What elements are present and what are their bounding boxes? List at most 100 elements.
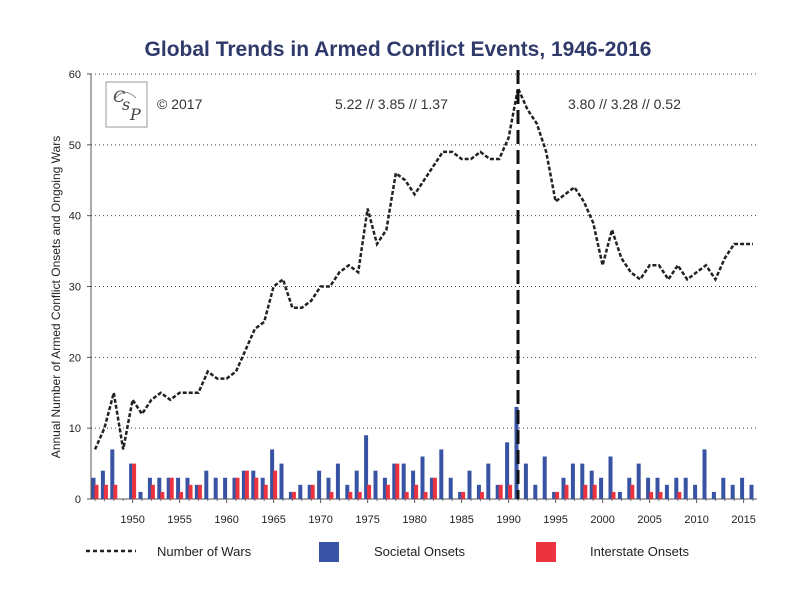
societal-onset-bar bbox=[749, 484, 754, 499]
interstate-onset-bar bbox=[179, 491, 184, 499]
societal-onset-bar bbox=[382, 477, 387, 499]
x-tick-label: 1980 bbox=[402, 514, 426, 526]
societal-onset-bar bbox=[354, 470, 359, 499]
societal-onset-bar bbox=[91, 477, 96, 499]
societal-onset-bar bbox=[260, 477, 265, 499]
interstate-onset-bar bbox=[132, 463, 137, 499]
societal-onset-bar bbox=[157, 477, 162, 499]
societal-onset-bar bbox=[448, 477, 453, 499]
x-tick-label: 1960 bbox=[214, 514, 238, 526]
societal-onset-bar bbox=[147, 477, 152, 499]
societal-onset-bar bbox=[439, 449, 444, 499]
interstate-onset-bar bbox=[423, 491, 428, 499]
societal-onset-bar bbox=[288, 491, 293, 499]
societal-onset-bar bbox=[429, 477, 434, 499]
legend-societal-label: Societal Onsets bbox=[374, 544, 466, 559]
interstate-onset-bar bbox=[113, 484, 118, 499]
interstate-onset-bar bbox=[263, 484, 268, 499]
interstate-onset-bar bbox=[630, 484, 635, 499]
pre-1991-stats: 5.22 // 3.85 // 1.37 bbox=[335, 96, 448, 112]
legend-wars-label: Number of Wars bbox=[157, 544, 252, 559]
interstate-onset-bar bbox=[385, 484, 390, 499]
y-tick-label: 50 bbox=[69, 140, 81, 152]
copyright-text: © 2017 bbox=[157, 96, 203, 112]
societal-onset-bar bbox=[617, 491, 622, 499]
societal-onset-bar bbox=[711, 491, 716, 499]
interstate-onset-bar bbox=[310, 484, 315, 499]
y-tick-label: 60 bbox=[69, 69, 81, 81]
legend-interstate-label: Interstate Onsets bbox=[590, 544, 689, 559]
societal-onset-bar bbox=[392, 463, 397, 499]
x-tick-label: 1950 bbox=[120, 514, 144, 526]
interstate-onset-bar bbox=[367, 484, 372, 499]
societal-onset-bar bbox=[599, 477, 604, 499]
societal-onset-bar bbox=[476, 484, 481, 499]
interstate-onset-bar bbox=[188, 484, 193, 499]
interstate-onset-bar bbox=[479, 491, 484, 499]
interstate-onset-bar bbox=[432, 477, 437, 499]
interstate-onset-bar bbox=[555, 491, 560, 499]
societal-onset-bar bbox=[721, 477, 726, 499]
societal-onset-bar bbox=[664, 484, 669, 499]
legend-societal-swatch bbox=[319, 542, 339, 562]
societal-onset-bar bbox=[335, 463, 340, 499]
societal-onset-bar bbox=[345, 484, 350, 499]
societal-onset-bar bbox=[223, 477, 228, 499]
wars-line-series bbox=[93, 84, 753, 450]
societal-onset-bar bbox=[674, 477, 679, 499]
interstate-onset-bar bbox=[583, 484, 588, 499]
societal-onset-bar bbox=[533, 484, 538, 499]
x-tick-label: 2015 bbox=[731, 514, 755, 526]
societal-onset-bar bbox=[580, 463, 585, 499]
societal-onset-bar bbox=[627, 477, 632, 499]
societal-onset-bar bbox=[176, 477, 181, 499]
x-tick-label: 2005 bbox=[637, 514, 661, 526]
interstate-onset-bar bbox=[461, 491, 466, 499]
societal-onset-bar bbox=[655, 477, 660, 499]
societal-onset-bar bbox=[373, 470, 378, 499]
x-tick-label: 1975 bbox=[355, 514, 379, 526]
x-tick-label: 2010 bbox=[684, 514, 708, 526]
societal-onset-bar bbox=[589, 470, 594, 499]
interstate-onset-bar bbox=[414, 484, 419, 499]
interstate-onset-bar bbox=[235, 477, 240, 499]
interstate-onset-bar bbox=[291, 491, 296, 499]
interstate-onset-bar bbox=[592, 484, 597, 499]
y-tick-label: 40 bbox=[69, 211, 81, 223]
societal-onset-bar bbox=[251, 470, 256, 499]
y-tick-label: 20 bbox=[69, 352, 81, 364]
wars-line bbox=[93, 84, 753, 450]
interstate-onset-bar bbox=[244, 470, 249, 499]
interstate-onset-bar bbox=[169, 477, 174, 499]
societal-onset-bar bbox=[307, 484, 312, 499]
bar-series bbox=[91, 406, 754, 499]
societal-onset-bar bbox=[298, 484, 303, 499]
interstate-onset-bar bbox=[160, 491, 165, 499]
societal-onset-bar bbox=[166, 477, 171, 499]
interstate-onset-bar bbox=[498, 484, 503, 499]
x-tick-label: 1970 bbox=[308, 514, 332, 526]
societal-onset-bar bbox=[693, 484, 698, 499]
gridlines bbox=[91, 73, 757, 429]
legend-interstate-swatch bbox=[536, 542, 556, 562]
x-tick-label: 1985 bbox=[449, 514, 473, 526]
svg-text:P: P bbox=[129, 105, 141, 124]
y-tick-label: 10 bbox=[69, 423, 81, 435]
societal-onset-bar bbox=[608, 456, 613, 499]
societal-onset-bar bbox=[138, 491, 143, 499]
societal-onset-bar bbox=[411, 470, 416, 499]
interstate-onset-bar bbox=[649, 491, 654, 499]
x-tick-label: 1955 bbox=[167, 514, 191, 526]
y-axis-ticks: 0 10 20 30 40 50 60 bbox=[69, 69, 91, 506]
societal-onset-bar bbox=[730, 484, 735, 499]
x-tick-label: 1990 bbox=[496, 514, 520, 526]
societal-onset-bar bbox=[317, 470, 322, 499]
x-axis-ticks: 1950 1955 1960 1965 1970 1975 1980 1985 1990 1995… bbox=[94, 499, 756, 526]
societal-onset-bar bbox=[570, 463, 575, 499]
societal-onset-bar bbox=[523, 463, 528, 499]
societal-onset-bar bbox=[232, 477, 237, 499]
svg-text:s: s bbox=[122, 95, 130, 114]
societal-onset-bar bbox=[213, 477, 218, 499]
interstate-onset-bar bbox=[273, 470, 278, 499]
